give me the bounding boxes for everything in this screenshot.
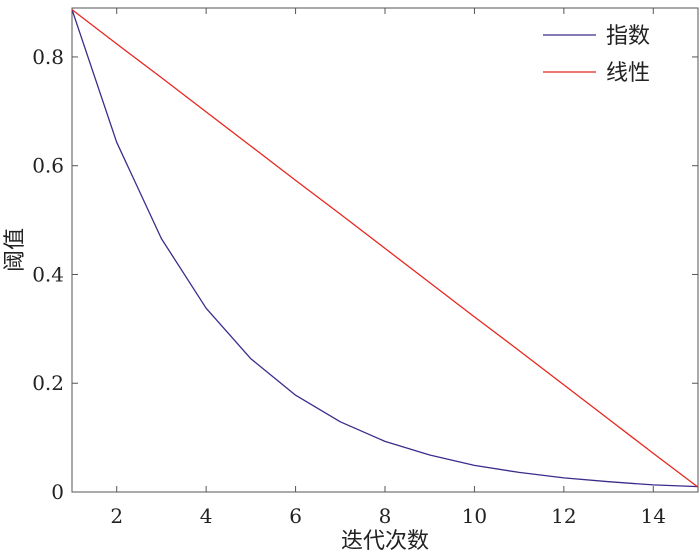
x-tick-label: 4 — [200, 504, 213, 528]
y-tick-label: 0.4 — [32, 262, 64, 286]
x-tick-label: 2 — [110, 504, 123, 528]
series-line-linear — [71, 9, 699, 488]
series-lines — [71, 9, 699, 488]
y-tick-label: 0.2 — [32, 371, 64, 395]
series-line-exponential — [71, 9, 699, 488]
x-axis-title: 迭代次数 — [341, 529, 429, 553]
legend-label-exponential: 指数 — [606, 24, 650, 49]
y-tick-label: 0.8 — [32, 45, 64, 69]
legend-label-linear: 线性 — [606, 61, 650, 86]
x-tick-label: 14 — [641, 504, 666, 528]
axis-ticks: 2 4 6 8 10 12 14 0 0.2 0.4 0.6 0.8 — [32, 8, 698, 528]
x-tick-label: 8 — [379, 504, 392, 528]
x-tick-label: 6 — [289, 504, 302, 528]
legend: 指数 线性 — [543, 24, 650, 86]
y-tick-label: 0 — [51, 480, 64, 504]
y-tick-label: 0.6 — [32, 154, 64, 178]
x-tick-label: 10 — [462, 504, 487, 528]
x-tick-label: 12 — [551, 504, 576, 528]
y-axis-title: 阈值 — [3, 228, 28, 272]
